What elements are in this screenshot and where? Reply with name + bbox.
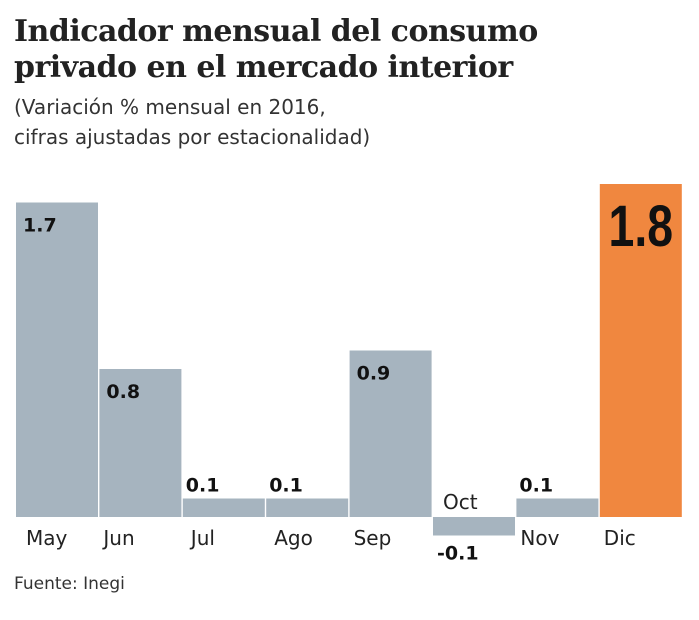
data-label: 1.8 xyxy=(609,194,674,259)
chart-title: Indicador mensual del consumo privado en… xyxy=(14,14,538,86)
data-label: 0.8 xyxy=(106,381,140,403)
bar-jul xyxy=(182,498,265,517)
title-line: privado en el mercado interior xyxy=(14,50,513,85)
bar-dic xyxy=(599,184,682,517)
bar-nov xyxy=(516,498,599,517)
category-label: Jun xyxy=(101,526,134,550)
source-note: Fuente: Inegi xyxy=(14,574,125,594)
bar-ago xyxy=(266,498,349,517)
title-line: Indicador mensual del consumo xyxy=(14,14,538,49)
subtitle-line: (Variación % mensual en 2016, xyxy=(14,95,326,119)
category-label: Oct xyxy=(443,490,478,514)
category-label: Dic xyxy=(604,526,636,550)
bar-jun xyxy=(99,369,182,517)
bar-oct xyxy=(433,517,515,536)
subtitle-line: cifras ajustadas por estacionalidad) xyxy=(14,125,371,149)
bar-sep xyxy=(349,350,432,517)
data-label: 0.1 xyxy=(269,475,303,497)
data-label: 0.1 xyxy=(519,475,553,497)
bar-may xyxy=(16,202,98,517)
data-label: 0.1 xyxy=(186,475,220,497)
data-label: -0.1 xyxy=(437,543,479,565)
category-label: Ago xyxy=(274,526,313,550)
category-label: May xyxy=(26,526,68,550)
chart-subtitle: (Variación % mensual en 2016, cifras aju… xyxy=(14,92,370,152)
data-label: 1.7 xyxy=(23,215,57,237)
category-label: Nov xyxy=(520,526,559,550)
category-label: Jul xyxy=(189,526,215,550)
category-label: Sep xyxy=(354,526,392,550)
data-label: 0.9 xyxy=(357,363,391,385)
